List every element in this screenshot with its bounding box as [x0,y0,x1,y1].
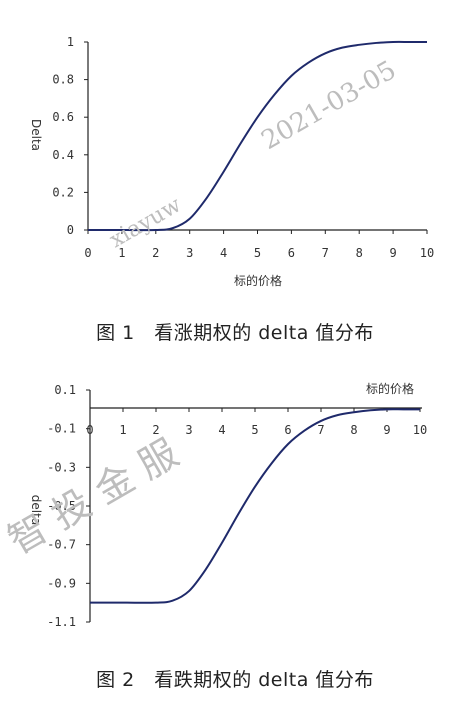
x-tick-label: 9 [389,246,396,260]
x-tick-label: 10 [413,423,427,437]
chart1-y-label: Delta [29,119,43,151]
y-tick-label: 0 [67,223,74,237]
x-tick-label: 8 [350,423,357,437]
x-tick-label: 0 [84,246,91,260]
x-tick-label: 8 [356,246,363,260]
chart2-x-label: 标的价格 [366,381,414,396]
site-watermark: xiayuw [106,192,186,253]
x-tick-label: 7 [322,246,329,260]
x-tick-label: 7 [317,423,324,437]
x-tick-label: 6 [288,246,295,260]
y-tick-label: -0.1 [47,422,76,436]
y-tick-label: -0.3 [47,460,76,474]
x-tick-label: 1 [119,423,126,437]
date-watermark: 2021-03-05 [257,55,402,156]
chart1-series-line [87,40,427,232]
x-tick-label: 10 [420,246,434,260]
y-tick-label: 0.6 [52,110,74,124]
chart1-x-label: 标的价格 [234,273,282,288]
y-tick-label: 0.2 [52,185,74,199]
x-tick-label: 5 [251,423,258,437]
y-tick-label: 1 [67,35,74,49]
x-tick-label: 3 [186,246,193,260]
y-tick-label: -0.5 [47,499,76,513]
x-tick-label: 2 [152,423,159,437]
y-tick-label: 0.1 [54,383,76,397]
y-tick-label: -0.7 [47,538,76,552]
x-tick-label: 4 [218,423,225,437]
x-tick-label: 4 [220,246,227,260]
chart2-series-line [90,408,420,604]
x-tick-label: 6 [284,423,291,437]
x-tick-label: 1 [118,246,125,260]
x-tick-label: 2 [152,246,159,260]
y-tick-label: -1.1 [47,615,76,629]
x-tick-label: 5 [254,246,261,260]
y-tick-label: -0.9 [47,576,76,590]
call-delta-chart: 0 0.2 0.4 0.6 0.8 1 0 1 2 3 4 5 6 7 8 9 10 Delta 标的价格 [29,35,434,288]
put-delta-chart: 0.1 -0.1 -0.3 -0.5 -0.7 -0.9 -1.1 0 1 2 3 4 5 6 7 8 9 10… [29,381,427,629]
x-tick-label: 9 [383,423,390,437]
y-tick-label: 0.8 [52,73,74,87]
figure1-caption: 图 1 看涨期权的 delta 值分布 [96,322,374,344]
brand-watermark: 智 投 金 服 [1,431,186,563]
chart2-y-label: delta [29,495,43,525]
y-tick-label: 0.4 [52,148,74,162]
figure2-caption: 图 2 看跌期权的 delta 值分布 [96,669,374,691]
x-tick-label: 3 [185,423,192,437]
x-tick-label: 0 [86,423,93,437]
